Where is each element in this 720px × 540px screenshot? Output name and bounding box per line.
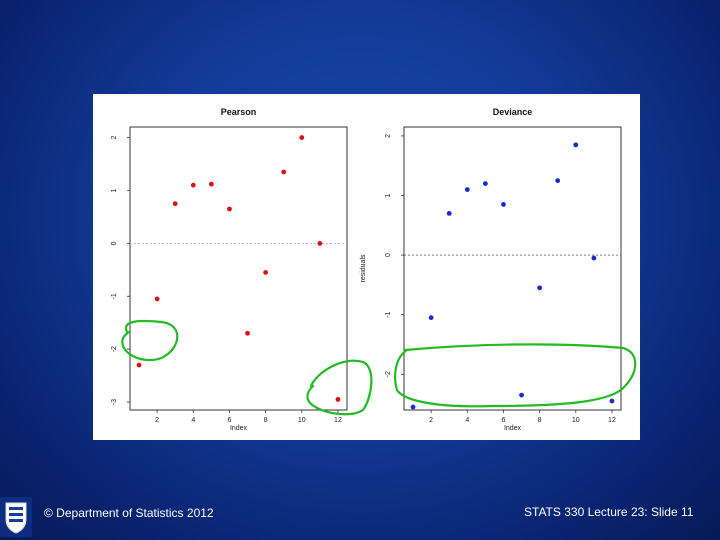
deviance-point: [591, 255, 597, 261]
deviance-point: [464, 187, 470, 192]
pearson-y-tick-label: 1: [111, 188, 118, 192]
pearson-title: Pearson: [221, 107, 257, 117]
deviance-point: [609, 398, 615, 404]
deviance-outliers-annotation: [394, 343, 637, 408]
deviance-x-tick-label: 4: [465, 417, 469, 424]
deviance-y-tick-label: 1: [385, 193, 392, 197]
pearson-y-tick-label: 0: [111, 241, 118, 245]
pearson-x-tick-label: 10: [298, 417, 306, 424]
pearson-x-tick-label: 2: [155, 417, 159, 424]
pearson-point: [190, 182, 196, 188]
deviance-point: [446, 210, 452, 216]
footer-copyright: © Department of Statistics 2012: [44, 506, 214, 520]
pearson-point: [299, 135, 305, 140]
pearson-outlier-annotation-right: [306, 359, 373, 416]
deviance-point: [537, 285, 543, 291]
pearson-point: [335, 397, 341, 402]
pearson-x-tick-label: 6: [228, 417, 232, 424]
pearson-x-tick-label: 4: [191, 417, 195, 424]
deviance-x-tick-label: 12: [608, 417, 616, 424]
deviance-point: [501, 202, 506, 207]
pearson-outlier-annotation-left: [121, 319, 179, 362]
deviance-x-tick-label: 8: [538, 417, 542, 424]
pearson-point: [208, 181, 214, 187]
deviance-point: [410, 404, 416, 410]
footer-slide-info: STATS 330 Lecture 23: Slide 11: [524, 505, 694, 519]
deviance-point: [573, 142, 579, 148]
deviance-point: [482, 181, 488, 186]
pearson-x-tick-label: 8: [264, 417, 268, 424]
pearson-point: [281, 169, 287, 175]
pearson-point: [227, 206, 232, 212]
pearson-point: [172, 201, 178, 207]
deviance-xlabel: Index: [504, 425, 522, 432]
deviance-y-tick-label: -2: [385, 371, 392, 377]
deviance-y-tick-label: -1: [385, 311, 392, 317]
pearson-point: [317, 240, 323, 246]
pearson-point: [245, 330, 250, 336]
pearson-point: [154, 296, 160, 302]
deviance-y-tick-label: 0: [385, 253, 392, 257]
pearson-point: [136, 362, 142, 368]
deviance-ylabel: residuals: [360, 254, 367, 283]
pearson-y-tick-label: -3: [111, 399, 118, 405]
pearson-y-tick-label: -1: [111, 293, 118, 299]
pearson-y-tick-label: -2: [111, 346, 118, 352]
residual-plots-figure: Pearson Index 2 4 6 8 10 12 -3 -2 -1 0 1 2 Deviance Ind…: [93, 94, 640, 440]
pearson-point: [263, 270, 269, 275]
deviance-point: [555, 178, 561, 184]
deviance-point: [428, 315, 434, 321]
pearson-y-tick-label: 2: [111, 136, 118, 140]
deviance-x-tick-label: 10: [572, 417, 580, 424]
pearson-plot-frame: [129, 126, 348, 411]
deviance-title: Deviance: [493, 107, 533, 117]
deviance-y-tick-label: 2: [385, 134, 392, 138]
deviance-x-tick-label: 2: [429, 417, 433, 424]
pearson-x-tick-label: 12: [334, 417, 342, 424]
university-crest-logo: [0, 497, 32, 537]
pearson-xlabel: Index: [230, 425, 248, 432]
deviance-x-tick-label: 6: [502, 417, 506, 424]
deviance-plot-frame: [403, 126, 622, 411]
deviance-point: [519, 392, 524, 398]
